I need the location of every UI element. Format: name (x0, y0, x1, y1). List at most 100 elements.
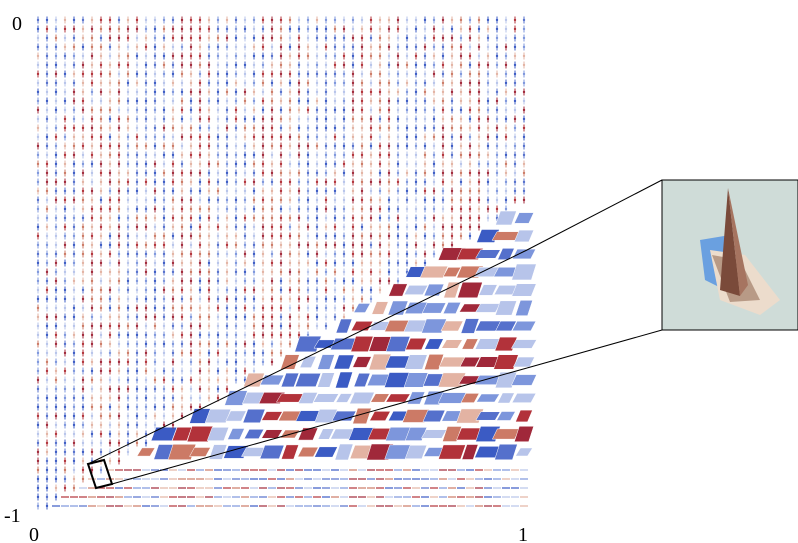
glyph-dot (82, 100, 84, 102)
glyph-dot (298, 19, 300, 21)
glyph-dot (199, 325, 201, 327)
glyph-dot (316, 154, 318, 156)
glyph-dot (262, 280, 264, 282)
glyph-dot (118, 46, 120, 48)
glyph-dot (100, 253, 102, 255)
glyph-dot (91, 73, 93, 75)
glyph-dot (235, 280, 237, 282)
glyph-dot (37, 190, 39, 192)
glyph-dot (226, 136, 228, 138)
glyph-dot (208, 136, 210, 138)
glyph-dot (118, 334, 120, 336)
glyph-dot (334, 82, 336, 84)
glyph-dot (190, 172, 192, 174)
glyph-dot (307, 154, 309, 156)
glyph-dot (172, 145, 174, 147)
glyph-dot (271, 19, 273, 21)
glyph-dot (415, 253, 417, 255)
glyph-dot (118, 145, 120, 147)
glyph-dot (163, 262, 165, 264)
glyph-dot (199, 73, 201, 75)
glyph-dot (136, 271, 138, 273)
glyph-dot (190, 262, 192, 264)
glyph-dot (298, 271, 300, 273)
glyph-dot (280, 181, 282, 183)
glyph-dot (226, 244, 228, 246)
glyph-dot (280, 343, 282, 345)
glyph-dot (100, 406, 102, 408)
glyph-dot (298, 199, 300, 201)
glyph-dot (145, 253, 147, 255)
zoom-line (527, 330, 662, 368)
glyph-dot (415, 217, 417, 219)
glyph-dot (451, 208, 453, 210)
glyph-dot (82, 190, 84, 192)
glyph-dot (343, 316, 345, 318)
glyph-dot (334, 64, 336, 66)
glyph-dot (37, 487, 39, 489)
glyph-dot (280, 208, 282, 210)
glyph-dot (379, 82, 381, 84)
glyph-dot (244, 100, 246, 102)
glyph-dot (190, 28, 192, 30)
glyph-dot (109, 37, 111, 39)
glyph-dot (82, 316, 84, 318)
glyph-dot (415, 73, 417, 75)
glyph-dot (424, 145, 426, 147)
glyph-dot (37, 244, 39, 246)
glyph-dot (253, 19, 255, 21)
glyph-dot (289, 307, 291, 309)
glyph-dot (199, 235, 201, 237)
glyph-dot (514, 73, 516, 75)
glyph-dot (46, 244, 48, 246)
glyph-dot (388, 199, 390, 201)
glyph-dot (388, 172, 390, 174)
glyph-dot (343, 190, 345, 192)
glyph-dot (253, 118, 255, 120)
glyph-dot (496, 28, 498, 30)
glyph-dot (514, 145, 516, 147)
glyph-dot (199, 199, 201, 201)
glyph-dot (217, 235, 219, 237)
glyph-dot (397, 199, 399, 201)
glyph-dot (163, 190, 165, 192)
glyph-dot (118, 253, 120, 255)
glyph-dot (316, 271, 318, 273)
glyph-dot (46, 316, 48, 318)
glyph-dot (298, 64, 300, 66)
glyph-dot (208, 244, 210, 246)
glyph-dot (190, 199, 192, 201)
glyph-dot (181, 136, 183, 138)
glyph-dot (136, 397, 138, 399)
glyph-dot (154, 145, 156, 147)
glyph-dot (370, 55, 372, 57)
glyph-dot (55, 379, 57, 381)
glyph-dot (325, 82, 327, 84)
glyph-dot (226, 199, 228, 201)
glyph-dot (307, 28, 309, 30)
glyph-dot (334, 262, 336, 264)
glyph-dot (37, 136, 39, 138)
glyph-dot (154, 154, 156, 156)
glyph-dot (226, 28, 228, 30)
glyph-dot (334, 46, 336, 48)
glyph-dot (64, 46, 66, 48)
glyph-dot (352, 226, 354, 228)
glyph-dot (235, 316, 237, 318)
glyph-dot (64, 442, 66, 444)
glyph-dot (190, 136, 192, 138)
y-top-label: 0 (12, 13, 22, 35)
glyph-dot (91, 352, 93, 354)
glyph-dot (244, 217, 246, 219)
glyph-dot (118, 388, 120, 390)
glyph-dot (280, 199, 282, 201)
glyph-dot (154, 127, 156, 129)
glyph-dot (226, 55, 228, 57)
glyph-dot (433, 235, 435, 237)
glyph-dot (244, 73, 246, 75)
glyph-dot (181, 226, 183, 228)
glyph-dot (127, 424, 129, 426)
glyph-dot (37, 343, 39, 345)
glyph-dot (64, 208, 66, 210)
glyph-dot (460, 163, 462, 165)
